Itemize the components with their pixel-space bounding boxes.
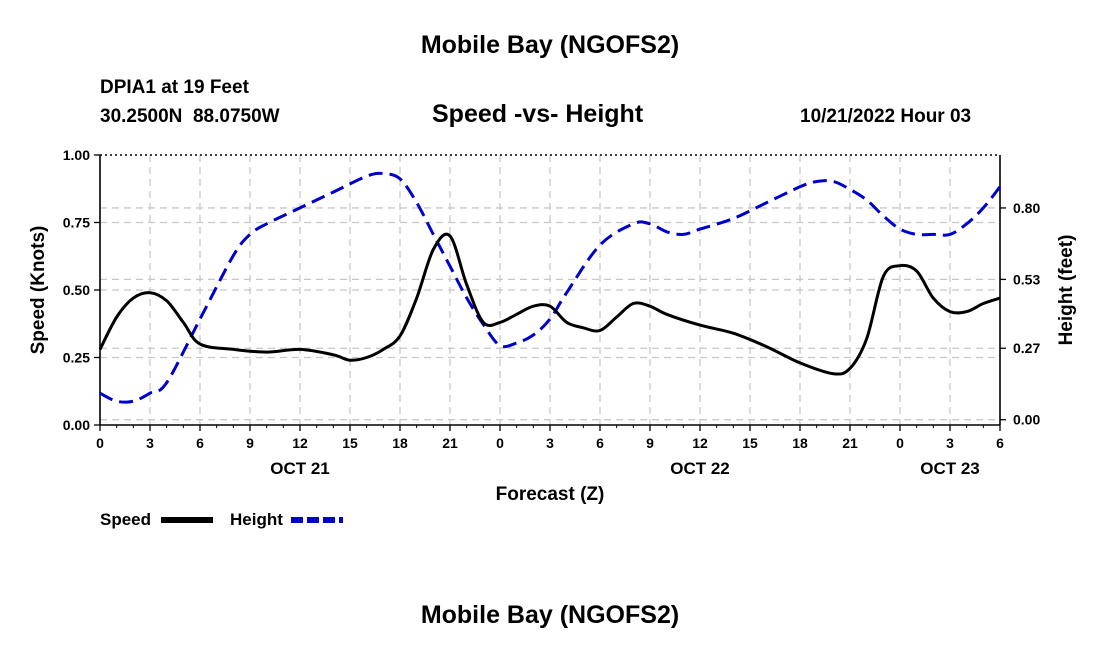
x-tick-label: 18	[392, 435, 408, 451]
x-tick-label: 18	[792, 435, 808, 451]
x-tick-label: 0	[96, 435, 104, 451]
y-tick-label-left: 0.00	[63, 417, 90, 433]
datetime-label: 10/21/2022 Hour 03	[800, 106, 972, 127]
y-tick-label-left: 0.50	[63, 282, 90, 298]
x-tick-label: 12	[692, 435, 708, 451]
x-tick-label: 0	[496, 435, 504, 451]
y-tick-label-left: 0.75	[63, 215, 90, 231]
station-label: DPIA1 at 19 Feet	[100, 77, 249, 98]
coordinates-label: 30.2500N 88.0750W	[100, 106, 280, 127]
page-title: Mobile Bay (NGOFS2)	[420, 31, 680, 59]
x-tick-label: 15	[342, 435, 358, 451]
y-tick-label-right: 0.00	[1013, 412, 1040, 428]
x-tick-label: 9	[246, 435, 254, 451]
chart-subtitle: Speed -vs- Height	[432, 100, 644, 128]
y-tick-label-right: 0.80	[1013, 200, 1040, 216]
x-tick-label: 21	[842, 435, 858, 451]
x-tick-label: 12	[292, 435, 308, 451]
x-tick-label: 6	[196, 435, 204, 451]
x-tick-label: 0	[896, 435, 904, 451]
x-tick-label: 21	[442, 435, 458, 451]
x-tick-label: 3	[146, 435, 154, 451]
y-tick-label-right: 0.27	[1013, 340, 1040, 356]
legend-label-height: Height	[230, 510, 283, 529]
series-line-speed	[98, 232, 1001, 376]
date-label: OCT 23	[920, 459, 980, 478]
x-tick-label: 6	[996, 435, 1004, 451]
series-line-height	[99, 171, 1002, 404]
y-axis-title-left: Speed (Knots)	[28, 226, 49, 355]
x-tick-label: 9	[646, 435, 654, 451]
x-axis-title: Forecast (Z)	[496, 484, 605, 505]
y-tick-label-left: 1.00	[63, 147, 90, 163]
x-tick-label: 6	[596, 435, 604, 451]
page-bottom-title: Mobile Bay (NGOFS2)	[420, 601, 680, 629]
date-label: OCT 21	[270, 459, 330, 478]
y-tick-label-right: 0.53	[1013, 271, 1040, 287]
x-tick-label: 3	[546, 435, 554, 451]
y-axis-title-right: Height (feet)	[1056, 235, 1077, 346]
x-tick-label: 3	[946, 435, 954, 451]
y-tick-label-left: 0.25	[63, 350, 90, 366]
date-label: OCT 22	[670, 459, 730, 478]
legend-label-speed: Speed	[100, 510, 151, 529]
x-tick-label: 15	[742, 435, 758, 451]
